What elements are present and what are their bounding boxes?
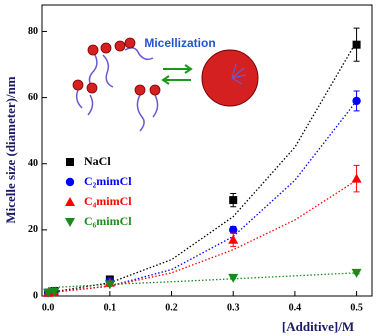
marker [104,280,115,290]
marker [49,288,60,298]
legend-label: C₂mimCl [84,174,132,188]
marker [66,158,74,166]
marker [65,218,75,227]
fit-line [48,41,358,294]
marker [351,173,362,183]
inset-illustration [72,37,259,132]
marker [352,40,361,49]
annotation: Micellization [144,36,215,50]
marker [352,96,361,106]
y-axis-label: Micelle size (diameter)/nm [3,76,18,223]
x-tick-label: 0.1 [104,302,117,313]
marker [229,196,238,205]
y-tick-label: 20 [28,224,38,235]
marker [351,268,362,278]
marker [65,177,75,187]
marker [65,197,75,206]
x-tick-label: 0.3 [227,302,240,313]
fit-line [48,272,357,289]
legend-label: C₆mimCl [84,214,132,228]
legend-label: NaCl [84,154,111,168]
marker [229,225,238,235]
marker [43,288,54,298]
y-tick-label: 40 [28,158,38,169]
y-tick-label: 60 [28,92,38,103]
y-tick-label: 0 [33,290,38,301]
marker [228,234,239,244]
legend-label: C₄mimCl [84,194,132,208]
marker [228,273,239,283]
x-tick-label: 0.2 [165,302,178,313]
x-tick-label: 0.5 [350,302,363,313]
x-tick-label: 0.4 [289,302,302,313]
x-tick-label: 0.0 [42,302,55,313]
y-tick-label: 80 [28,26,38,37]
fit-line [48,179,357,294]
x-axis-label: [Additive]/M [282,319,354,334]
plot-frame [41,4,373,297]
